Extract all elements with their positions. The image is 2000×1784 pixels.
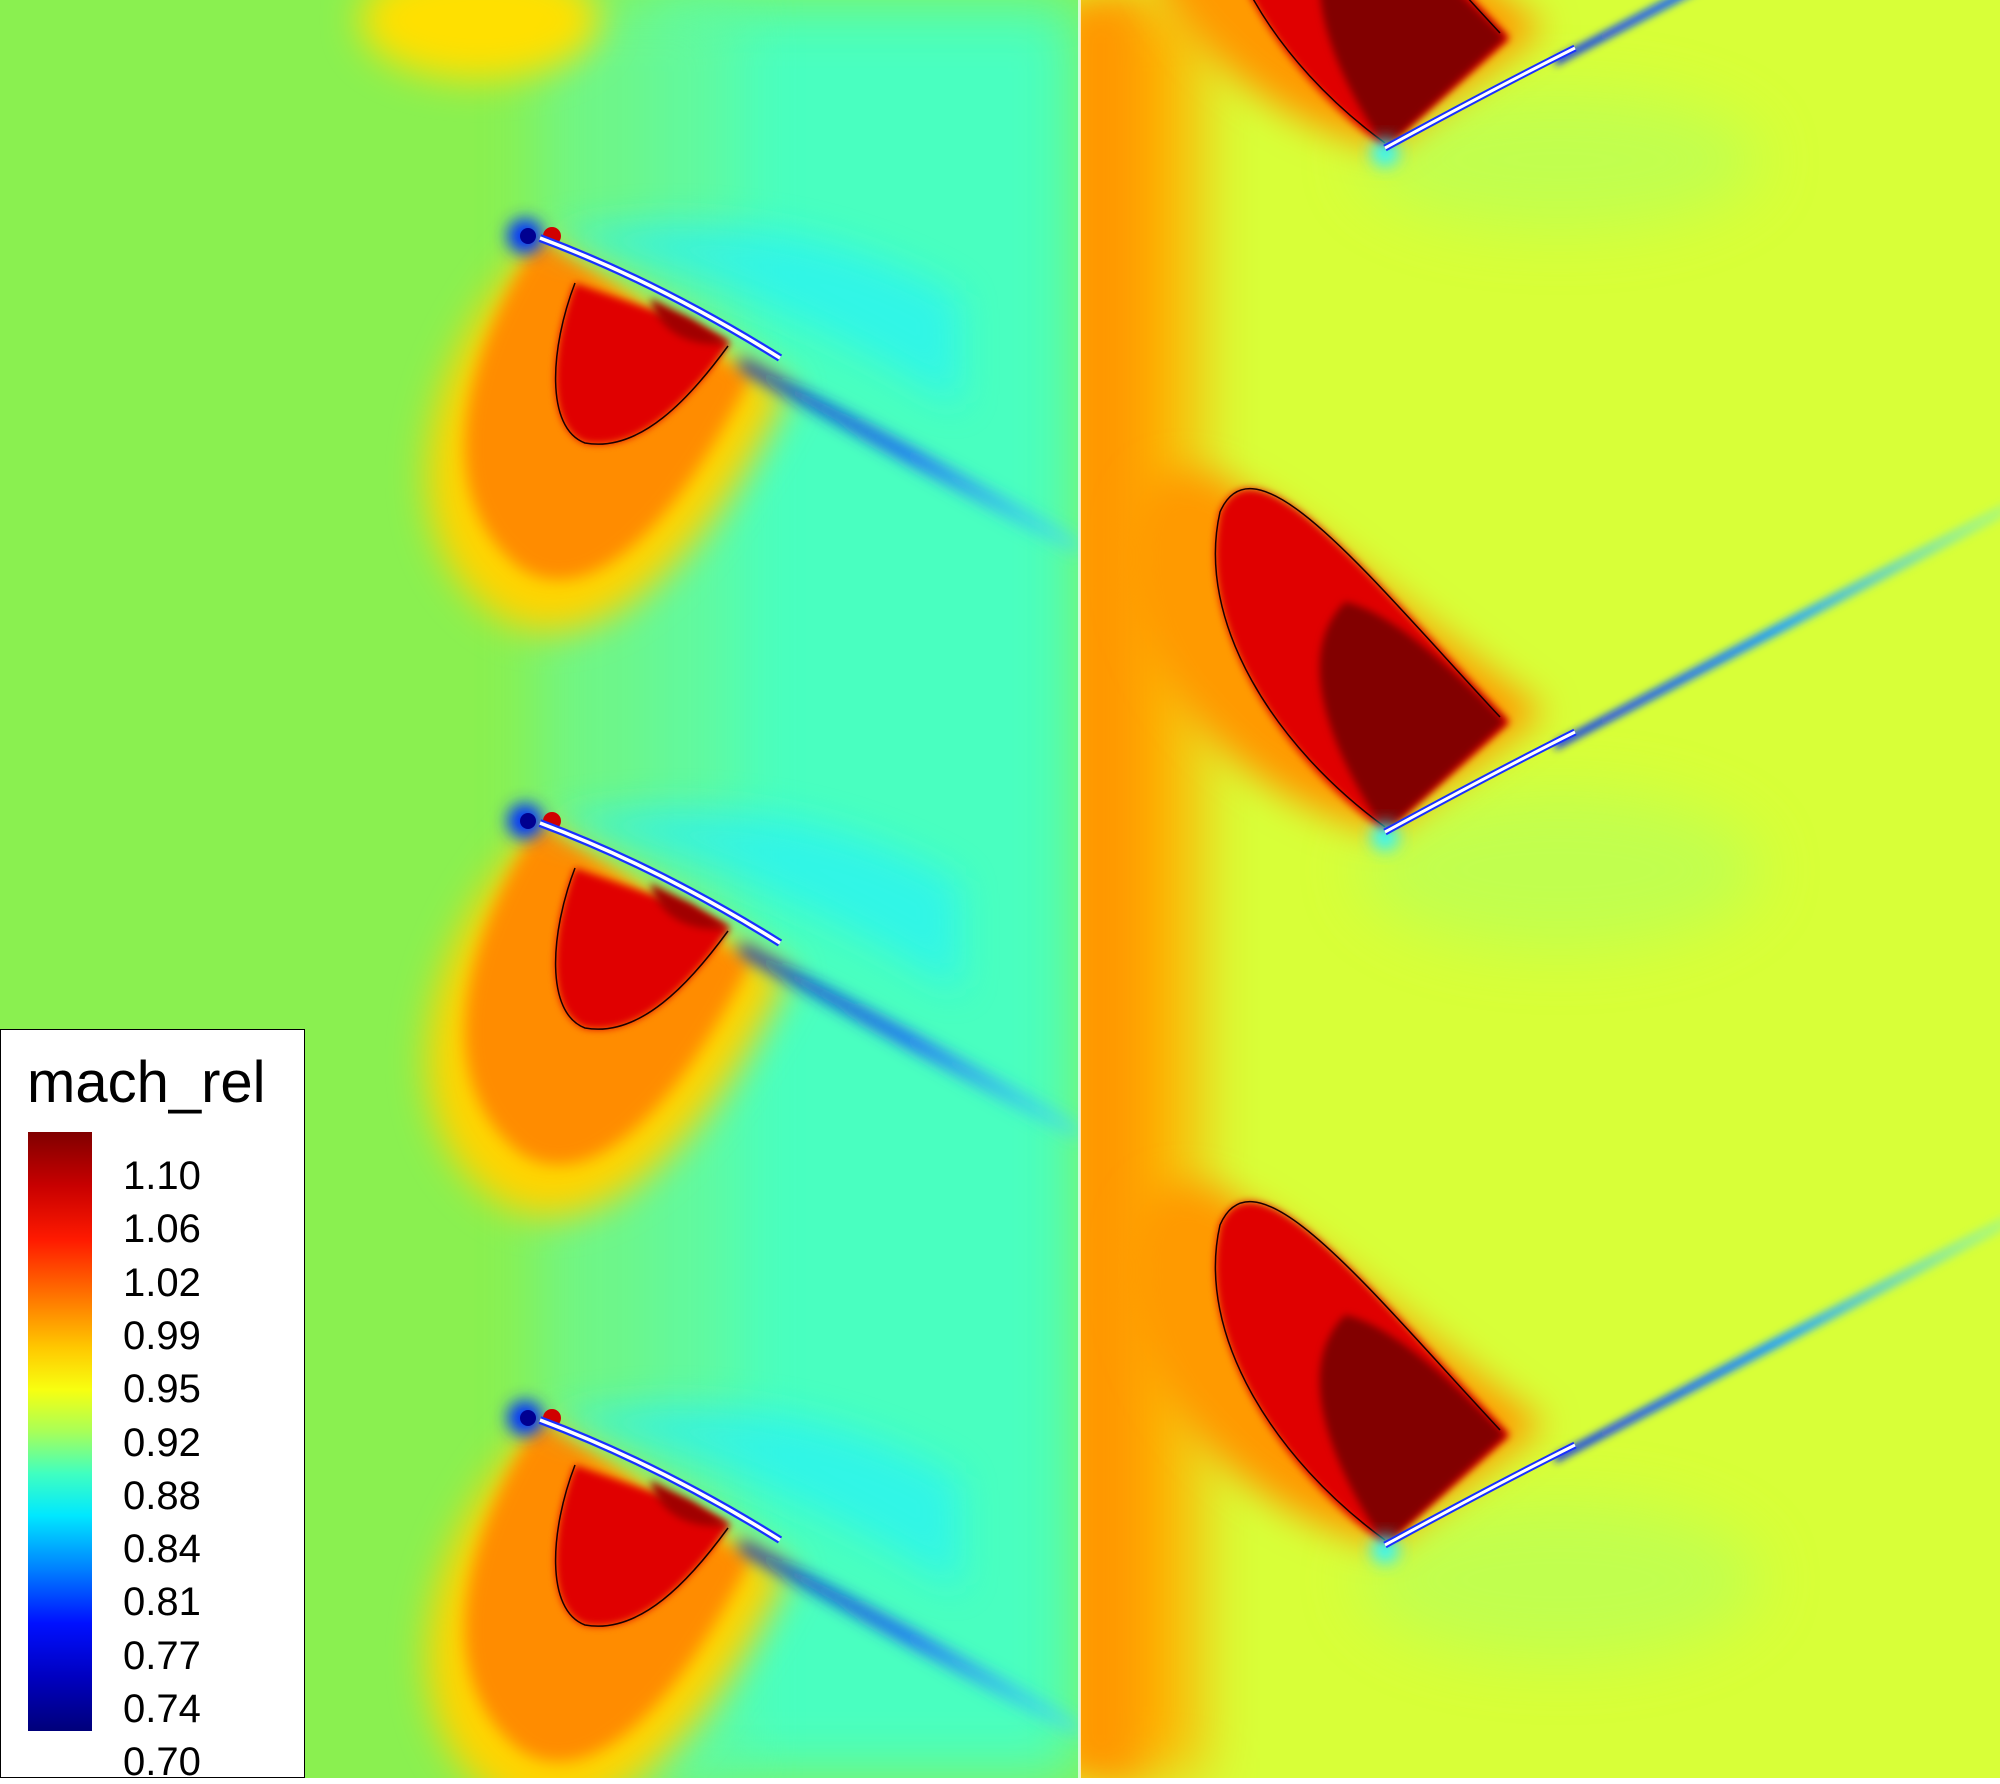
colorbar-legend: mach_rel 1.10 1.06 1.02 0.99 0.95 0.92 0.88 0.8… — [0, 1029, 305, 1782]
colorbar-tick-labels: 1.10 1.06 1.02 0.99 0.95 0.92 0.88 0.84 0.81 0.77… — [123, 1128, 293, 1782]
legend-title: mach_rel — [27, 1050, 266, 1115]
right-blade-passage — [1126, 469, 2000, 851]
colorbar-tick-label: 0.92 — [123, 1420, 201, 1465]
colorbar-tick-label: 0.77 — [123, 1633, 201, 1678]
panel-divider — [1078, 0, 1081, 1778]
colorbar — [28, 1132, 92, 1731]
colorbar-tick-label: 0.88 — [123, 1473, 201, 1518]
left-blade-passage — [427, 218, 1080, 633]
colorbar-tick-label: 0.84 — [123, 1527, 201, 1572]
right-panel — [1080, 0, 2000, 1778]
left-panel — [0, 0, 1080, 1778]
colorbar-tick-label: 1.02 — [123, 1260, 201, 1305]
colorbar-tick-label: 0.99 — [123, 1313, 201, 1358]
colorbar-tick-label: 0.74 — [123, 1687, 201, 1731]
colorbar-tick-label: 0.81 — [123, 1580, 201, 1625]
left-blade-passage — [427, 803, 1080, 1218]
right-blade-passage — [1166, 0, 1683, 167]
colorbar-tick-label: 0.95 — [123, 1367, 201, 1412]
right-blade-passage — [1126, 1182, 2000, 1564]
colorbar-tick-label: 1.06 — [123, 1207, 201, 1252]
colorbar-tick-label: 1.10 — [123, 1154, 201, 1198]
left-blade-passage — [427, 1400, 1080, 1778]
colorbar-tick-label: 0.70 — [123, 1740, 201, 1784]
